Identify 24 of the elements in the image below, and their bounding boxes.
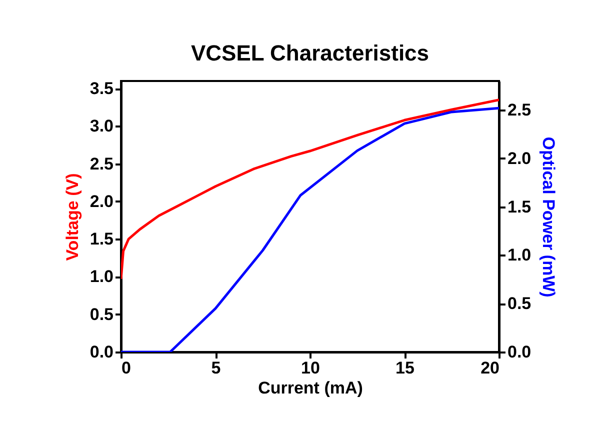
- x-tick-label: 20: [480, 358, 500, 378]
- line-series: [121, 98, 499, 280]
- y2-tick-label: 2.0: [508, 148, 532, 168]
- y-tick-label: 2.5: [90, 154, 114, 174]
- x-tick-label: 0: [122, 358, 131, 378]
- y-tick-label: 1.0: [90, 267, 114, 286]
- y-axis-title: Voltage (V): [62, 173, 82, 261]
- y2-tick-label: 2.5: [508, 100, 532, 120]
- chart-title: VCSEL Characteristics: [190, 40, 430, 66]
- y-tick-label: 2.0: [90, 192, 114, 211]
- y-tick-label: 0.5: [90, 304, 114, 324]
- y2-tick-label: 0.0: [508, 342, 532, 362]
- x-tick-label: 15: [396, 358, 414, 378]
- y2-tick-label: 1.5: [508, 197, 532, 216]
- y-tick-label: 0.0: [90, 342, 114, 362]
- x-tick-label: 10: [301, 358, 320, 378]
- y-tick-label: 1.5: [90, 230, 114, 249]
- x-axis-title: Current (mA): [258, 378, 363, 398]
- x-tick-label: 5: [211, 358, 221, 378]
- y2-axis-title: Optical Power (mW): [539, 136, 558, 298]
- y2-tick-label: 1.0: [508, 246, 532, 265]
- y-tick-label: 3.0: [90, 116, 114, 136]
- y-tick-label: 3.5: [90, 79, 114, 98]
- y2-tick-label: 0.5: [508, 294, 532, 314]
